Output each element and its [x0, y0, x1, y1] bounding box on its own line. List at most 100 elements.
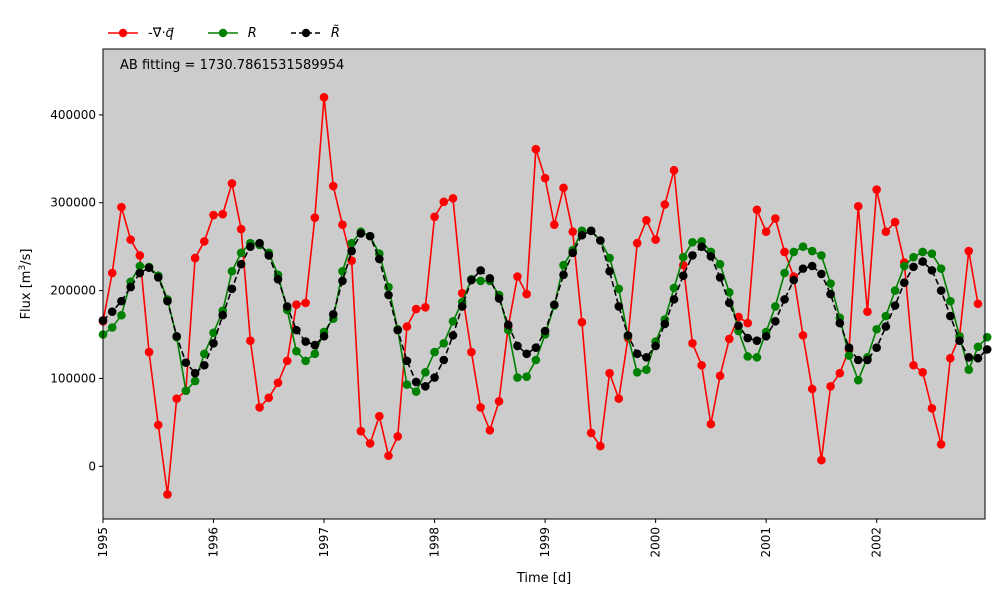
- data-point: [200, 237, 209, 246]
- data-point: [476, 403, 485, 412]
- data-point: [872, 324, 881, 334]
- data-point: [144, 263, 154, 273]
- data-point: [467, 347, 476, 357]
- data-point: [356, 229, 366, 238]
- data-point: [227, 266, 237, 276]
- data-point: [292, 300, 301, 309]
- data-point: [559, 183, 568, 193]
- data-point: [807, 246, 817, 256]
- data-point: [200, 349, 209, 359]
- data-point: [384, 290, 393, 300]
- data-point: [844, 351, 854, 360]
- data-point: [421, 302, 430, 312]
- legend-marker-black: [290, 28, 321, 38]
- data-point: [734, 321, 743, 331]
- data-point: [476, 266, 485, 275]
- data-point: [706, 252, 716, 261]
- data-point: [826, 279, 835, 288]
- data-point: [789, 247, 799, 257]
- data-point: [292, 325, 301, 335]
- data-point: [550, 220, 559, 229]
- data-point: [513, 272, 522, 281]
- data-point: [982, 345, 992, 354]
- data-point: [890, 217, 900, 227]
- legend-label: -∇⃗·q⃗: [148, 25, 174, 41]
- data-point: [402, 356, 412, 366]
- data-point: [632, 349, 642, 359]
- data-point: [651, 235, 660, 244]
- data-point: [172, 331, 181, 341]
- data-point: [706, 419, 716, 429]
- plot-area: [103, 49, 985, 519]
- data-point: [402, 380, 412, 389]
- data-point: [761, 331, 771, 341]
- data-point: [190, 376, 200, 386]
- data-point: [411, 304, 421, 314]
- data-point: [531, 144, 541, 154]
- data-point: [964, 365, 974, 374]
- data-point: [688, 237, 697, 247]
- data-point: [899, 278, 909, 287]
- data-point: [264, 251, 274, 260]
- data-point: [375, 254, 384, 264]
- data-point: [642, 216, 651, 225]
- data-point: [246, 242, 255, 251]
- data-point: [310, 340, 320, 350]
- data-point: [669, 283, 679, 293]
- data-point: [485, 425, 495, 435]
- data-point: [439, 197, 449, 207]
- data-point: [771, 302, 780, 311]
- data-point: [780, 268, 789, 278]
- data-point: [522, 289, 531, 299]
- data-point: [826, 382, 835, 391]
- x-tick-label: 1999: [538, 527, 552, 558]
- data-point: [439, 355, 449, 365]
- data-point: [540, 173, 550, 183]
- data-point: [522, 372, 531, 381]
- data-point: [513, 341, 522, 351]
- data-point: [844, 343, 854, 352]
- data-point: [890, 286, 900, 295]
- data-point: [724, 288, 734, 297]
- plot-frame: [102, 48, 986, 520]
- data-point: [918, 367, 927, 377]
- data-point: [144, 347, 154, 357]
- data-point: [430, 212, 439, 222]
- data-point: [596, 236, 605, 245]
- x-tick-label: 1997: [317, 527, 331, 558]
- data-point: [236, 259, 246, 269]
- data-point: [872, 185, 881, 194]
- data-point: [209, 210, 218, 220]
- data-point: [218, 209, 228, 219]
- data-point: [292, 346, 301, 356]
- data-point: [614, 302, 624, 311]
- data-point: [531, 355, 541, 365]
- data-point: [319, 93, 329, 102]
- legend-label: R̃: [330, 25, 340, 41]
- data-point: [632, 238, 642, 248]
- data-point: [927, 266, 937, 275]
- data-point: [678, 252, 688, 262]
- series-divergence: [98, 93, 983, 499]
- x-axis-label: Time [d]: [516, 571, 571, 586]
- data-point: [218, 310, 228, 320]
- data-point: [117, 202, 126, 212]
- data-point: [715, 259, 725, 269]
- data-point: [411, 377, 421, 387]
- legend-item-r: R: [207, 26, 257, 41]
- data-point: [236, 224, 246, 234]
- data-point: [439, 339, 449, 348]
- data-point: [264, 393, 274, 403]
- data-point: [835, 368, 845, 378]
- data-point: [817, 455, 826, 465]
- data-point: [135, 268, 145, 278]
- data-point: [752, 336, 762, 345]
- data-point: [421, 382, 430, 391]
- data-point: [577, 317, 587, 327]
- data-point: [946, 296, 955, 306]
- data-point: [365, 439, 375, 448]
- data-point: [153, 273, 163, 282]
- data-point: [936, 440, 946, 449]
- x-tick-label: 2002: [870, 527, 884, 558]
- data-point: [724, 334, 734, 344]
